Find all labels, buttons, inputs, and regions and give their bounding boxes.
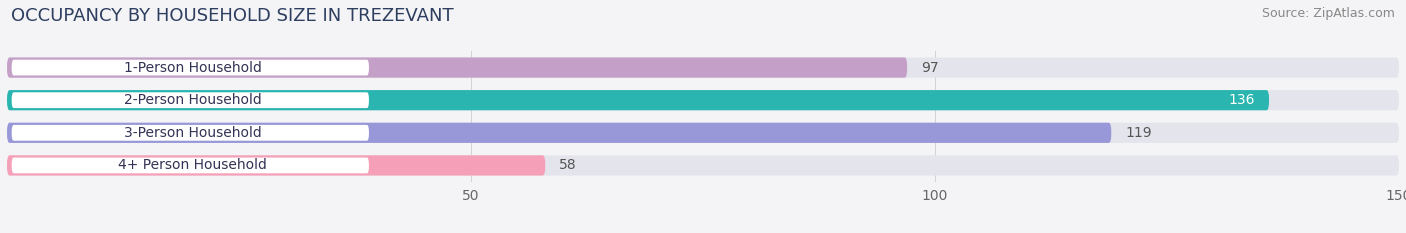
FancyBboxPatch shape [11,125,368,141]
Text: 119: 119 [1125,126,1152,140]
FancyBboxPatch shape [7,123,1111,143]
Text: 2-Person Household: 2-Person Household [124,93,262,107]
FancyBboxPatch shape [11,92,368,108]
FancyBboxPatch shape [11,60,368,75]
FancyBboxPatch shape [7,90,1270,110]
FancyBboxPatch shape [7,58,1399,78]
FancyBboxPatch shape [7,58,907,78]
Text: 1-Person Household: 1-Person Household [124,61,262,75]
Text: Source: ZipAtlas.com: Source: ZipAtlas.com [1261,7,1395,20]
Text: 3-Person Household: 3-Person Household [124,126,262,140]
FancyBboxPatch shape [7,90,1399,110]
FancyBboxPatch shape [7,155,1399,175]
Text: 136: 136 [1229,93,1256,107]
Text: 4+ Person Household: 4+ Person Household [118,158,267,172]
FancyBboxPatch shape [7,123,1399,143]
FancyBboxPatch shape [11,158,368,173]
Text: OCCUPANCY BY HOUSEHOLD SIZE IN TREZEVANT: OCCUPANCY BY HOUSEHOLD SIZE IN TREZEVANT [11,7,454,25]
Text: 58: 58 [560,158,576,172]
Text: 97: 97 [921,61,939,75]
FancyBboxPatch shape [7,155,546,175]
